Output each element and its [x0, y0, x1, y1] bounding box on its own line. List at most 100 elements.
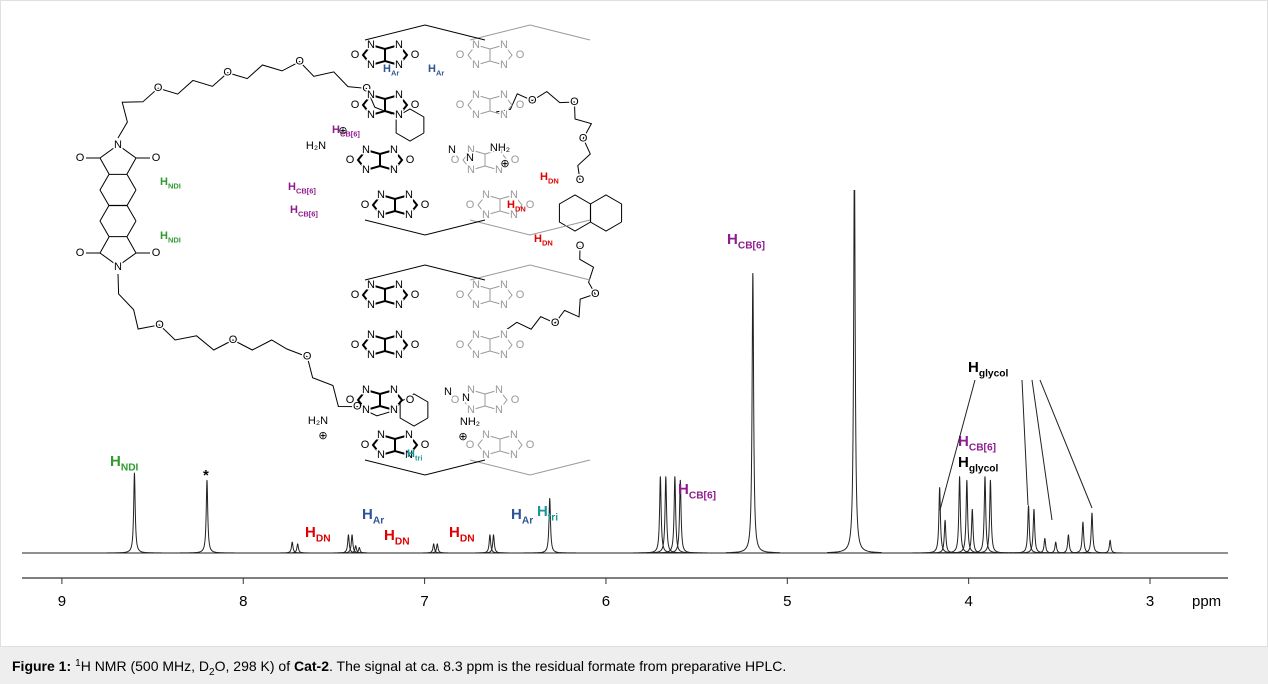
label-main: H	[305, 524, 316, 541]
atom-label: O	[362, 82, 371, 94]
atom-label: N	[367, 59, 375, 71]
label-main: H	[290, 204, 298, 216]
atom-label: O	[451, 394, 460, 406]
x-tick-label: 7	[420, 593, 428, 610]
x-tick-label: 5	[783, 593, 791, 610]
peak-label: *	[203, 467, 209, 484]
atom-label: O	[295, 56, 304, 68]
atom-label: N	[395, 279, 403, 291]
label-main: H	[449, 524, 460, 541]
atom-label: N	[377, 449, 385, 461]
peak-label: HAr	[511, 506, 533, 527]
label-main: H	[727, 231, 738, 248]
structure-h-label: HNDI	[160, 230, 181, 244]
caption-part: Figure 1:	[12, 658, 71, 674]
atom-label: N	[448, 144, 456, 156]
label-sub: glycol	[969, 464, 999, 475]
atom-label: N	[466, 152, 474, 164]
atom-label: ⊕	[458, 431, 467, 443]
bond	[99, 144, 137, 175]
caption-part: . The signal at ca. 8.3 ppm is the resid…	[329, 658, 786, 674]
label-main: H	[160, 176, 168, 188]
label-sub: DN	[542, 238, 553, 247]
atom-label: N	[405, 209, 413, 221]
label-sub: CB[6]	[298, 209, 318, 218]
atom-label: N	[395, 89, 403, 101]
caption-part: O, 298 K) of	[215, 658, 294, 674]
structure-h-label: HAr	[428, 63, 444, 77]
structure-h-label: HNDI	[160, 176, 181, 190]
bond	[99, 236, 137, 267]
atom-label: O	[456, 49, 465, 61]
bond	[99, 204, 137, 238]
atom-label: O	[516, 289, 525, 301]
structure-h-label: Htri	[407, 448, 422, 462]
atom-label: N	[367, 279, 375, 291]
bond	[364, 264, 486, 281]
atom-label: N	[377, 429, 385, 441]
label-main: H	[507, 199, 515, 211]
peak	[957, 476, 1013, 554]
peak-label: Hglycol	[958, 454, 998, 475]
atom-label: N	[395, 39, 403, 51]
atom-label: N	[510, 449, 518, 461]
atom-label: O	[579, 132, 588, 144]
bond	[371, 433, 419, 457]
atom-label: N	[367, 39, 375, 51]
atom-label: N	[367, 329, 375, 341]
atom-label: N	[367, 299, 375, 311]
atom-label: O	[570, 96, 579, 108]
bond	[361, 43, 409, 67]
atom-label: N	[472, 59, 480, 71]
bond	[371, 193, 419, 217]
label-sub: DN	[460, 534, 475, 545]
atom-label: N	[472, 109, 480, 121]
label-main: H	[534, 233, 542, 245]
label-main: H	[537, 503, 548, 520]
atom-label: N	[510, 209, 518, 221]
label-sub: CB[6]	[969, 443, 996, 454]
atom-label: O	[516, 99, 525, 111]
atom-label: N	[495, 404, 503, 416]
atom-label: N	[500, 349, 508, 361]
peak	[725, 272, 781, 554]
bond	[467, 94, 513, 116]
atom-label: O	[76, 152, 85, 164]
label-main: H	[160, 230, 168, 242]
peak	[827, 190, 882, 554]
atom-label: N	[500, 59, 508, 71]
peak	[932, 476, 987, 554]
atom-label: N	[495, 384, 503, 396]
atom-label: O	[526, 439, 535, 451]
peak	[522, 498, 577, 554]
atom-label: NH₂	[460, 416, 480, 428]
label-sub: DN	[395, 537, 410, 548]
caption-box	[0, 647, 1268, 684]
atom-label: N	[395, 59, 403, 71]
atom-label: N	[367, 349, 375, 361]
atom-label: N	[467, 384, 475, 396]
peak	[410, 543, 465, 554]
peak	[647, 476, 703, 554]
structure-h-label: HCB[6]	[290, 204, 318, 218]
label-sub: NDI	[168, 235, 181, 244]
x-tick-label: 9	[58, 593, 66, 610]
label-main: H	[288, 181, 296, 193]
label-sub: Ar	[373, 516, 384, 527]
atom-label: N	[472, 299, 480, 311]
atom-label: N	[495, 164, 503, 176]
atom-label: N	[500, 109, 508, 121]
label-main: *	[203, 467, 209, 484]
atom-label: N	[395, 109, 403, 121]
atom-label: O	[152, 152, 161, 164]
peak-label: HCB[6]	[958, 433, 996, 454]
bond	[462, 389, 508, 411]
label-main: H	[958, 433, 969, 450]
bond	[356, 148, 404, 172]
bond	[467, 44, 513, 66]
atom-label: N	[444, 386, 452, 398]
peaks	[107, 190, 1138, 554]
label-sub: CB[6]	[296, 186, 316, 195]
atom-label: O	[351, 49, 360, 61]
atom-label: N	[390, 384, 398, 396]
